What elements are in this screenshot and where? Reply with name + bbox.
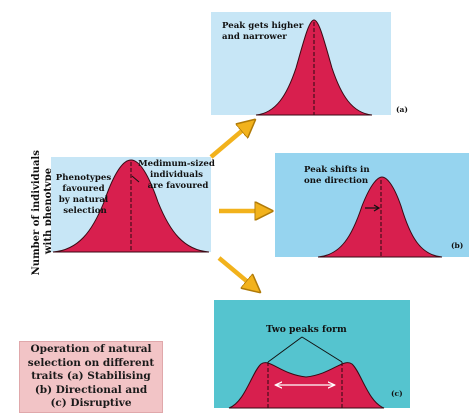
original-distribution-panel: Phenotypes favoured by natural selection… [51, 157, 218, 253]
figure-caption: Operation of natural selection on differ… [19, 341, 163, 413]
caption-line-4: (b) Directional and [34, 383, 148, 396]
original-pointer-line [131, 175, 140, 183]
original-label-left: Phenotypes favoured by natural selection [56, 173, 114, 216]
arrow-to-disruptive [217, 256, 255, 288]
panel-c-right-pointer [301, 336, 343, 363]
arrow-to-stabilising [209, 124, 250, 159]
panel-b-shift-arrowhead [373, 204, 381, 212]
original-label-right: Medimum-sized individuals are favoured [138, 159, 218, 191]
caption-line-1: Operation of natural [30, 343, 152, 356]
y-axis-label-line-2: with phenotype [43, 168, 54, 255]
panel-b-label: Peak shifts in one direction [304, 165, 373, 186]
y-axis-label: Number of individuals with phenotype [31, 147, 54, 276]
panel-c-left-pointer [267, 336, 303, 363]
caption-line-2: selection on different [27, 356, 155, 369]
caption-line-5: (c) Disruptive [50, 397, 132, 410]
panel-b-tag: (b) [451, 241, 463, 250]
panel-a-stabilising: Peak gets higher and narrower (a) [211, 12, 408, 116]
caption-line-3: traits (a) Stabilising [31, 370, 151, 383]
panel-c-tag: (c) [391, 389, 403, 398]
panel-c-label: Two peaks form [266, 324, 347, 335]
panel-a-label: Peak gets higher and narrower [222, 21, 306, 42]
panel-c-disruptive: Two peaks form (c) [214, 300, 410, 409]
panel-b-bell-curve [317, 176, 443, 258]
y-axis-label-line-1: Number of individuals [31, 150, 42, 276]
panel-a-tag: (a) [396, 105, 408, 114]
panel-b-directional: Peak shifts in one direction (b) [275, 153, 469, 258]
